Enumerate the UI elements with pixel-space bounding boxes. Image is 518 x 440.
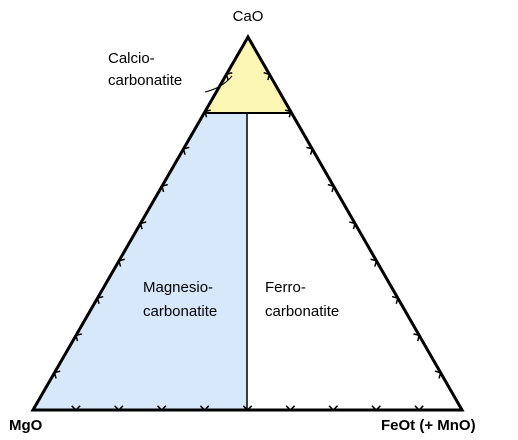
field-label: carbonatite <box>108 72 182 89</box>
tick <box>328 405 339 412</box>
tick <box>413 333 421 342</box>
vertex-label: CaO <box>233 8 264 25</box>
tick <box>139 221 147 230</box>
field-label: carbonatite <box>143 303 217 320</box>
field-label: Calcio- <box>108 50 155 67</box>
tick <box>371 405 381 412</box>
ticks <box>53 72 442 412</box>
tick <box>263 72 271 81</box>
field-label: Ferro- <box>265 279 306 296</box>
tick <box>370 258 378 267</box>
tick <box>199 405 210 412</box>
leader-line <box>204 75 233 93</box>
tick <box>156 405 167 412</box>
tick <box>349 221 356 230</box>
vertex-label: MgO <box>9 417 43 434</box>
magnesio-field <box>33 113 247 410</box>
tick <box>118 258 125 267</box>
tick <box>327 183 335 193</box>
tick <box>225 72 233 81</box>
tick <box>204 109 211 118</box>
tick <box>391 295 399 305</box>
field-label: Magnesio- <box>143 279 213 296</box>
tick <box>414 405 424 412</box>
tick <box>71 405 81 412</box>
tick <box>284 109 292 118</box>
tick <box>53 370 61 379</box>
tick <box>285 405 296 412</box>
vertex-label: FeOt (+ MnO) <box>381 417 476 434</box>
tick <box>161 183 168 193</box>
tick <box>242 405 253 412</box>
tick <box>96 295 104 305</box>
tick <box>434 370 442 379</box>
field-label: carbonatite <box>265 303 339 320</box>
tick <box>306 146 314 155</box>
calcio-field <box>206 37 290 113</box>
tick <box>114 405 124 412</box>
tick <box>75 333 82 342</box>
tick <box>182 146 190 155</box>
